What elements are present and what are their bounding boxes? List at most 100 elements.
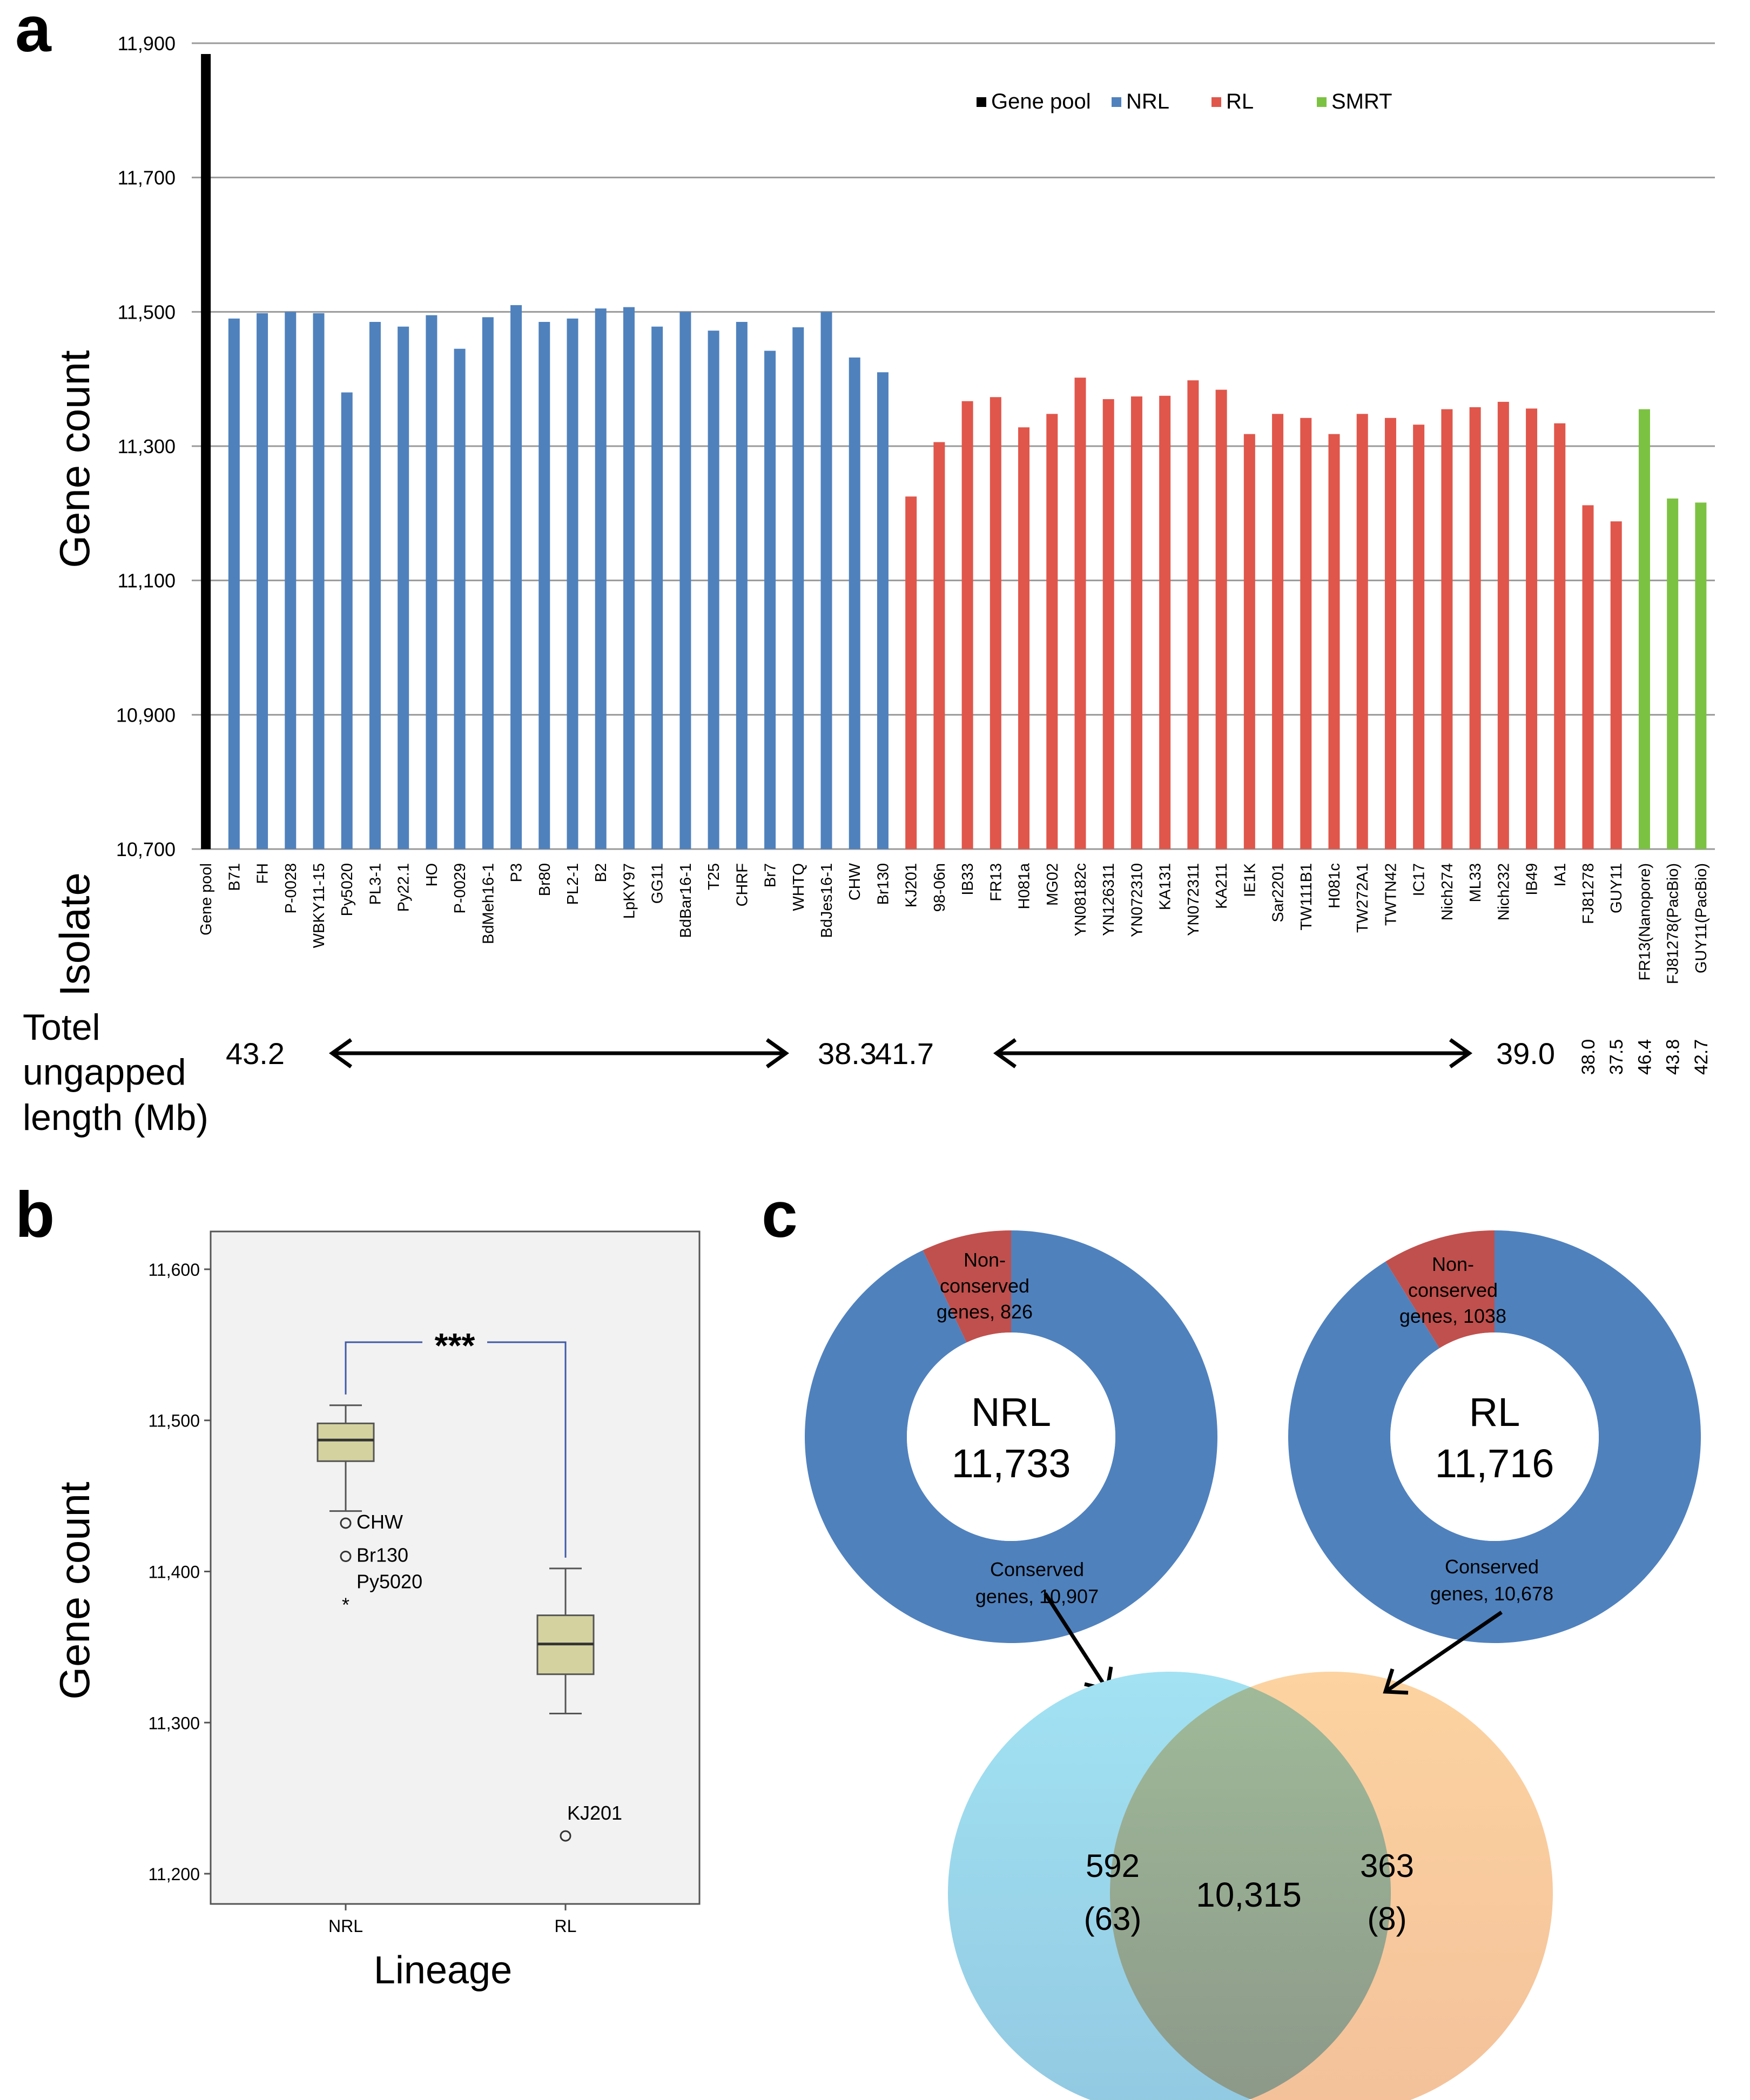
x-tick-label-fj81278-pacbio: FJ81278(PacBio) [1665,863,1682,984]
length-row-title-line-3: length (Mb) [23,1097,208,1138]
bar-bdjes16-1 [820,312,832,849]
bar-ic17 [1413,425,1425,849]
bar-yn072310 [1130,396,1142,849]
x-tick-label-fr13: FR13 [987,863,1005,901]
x-tick-label-b2: B2 [593,863,610,882]
outlier-marker-kj201 [560,1830,571,1842]
slice-conserved-rl [1288,1230,1701,1643]
bar-fj81278-pacbio [1667,498,1679,849]
panel-a-label: a [15,0,52,65]
x-tick-label-ib33: IB33 [959,863,977,896]
gridlines-a [192,42,1715,850]
x-tick-label-bdmeh16-1: BdMeh16-1 [480,863,497,944]
x-tick-label-whtq: WHTQ [790,863,807,911]
x-tick-label-nrl: NRL [328,1916,363,1936]
bar-ml33 [1469,407,1481,849]
length-rl-start: 41.7 [875,1036,934,1071]
legend-label-rl: RL [1226,90,1254,113]
y-tick-label: 11,400 [149,1562,200,1581]
bar-ka131 [1159,395,1171,849]
x-tick-label-pl2-1: PL2-1 [564,863,582,905]
x-tick-label-ie1k: IE1K [1241,863,1258,897]
x-tick-label-ml33: ML33 [1467,863,1484,903]
length-nrl-start: 43.2 [226,1036,285,1071]
bar-h081c [1328,434,1340,849]
x-tick-label-fj81278: FJ81278 [1580,863,1597,924]
x-tick-label-tw272a1: TW272A1 [1354,863,1371,933]
outlier-label-br130: Br130 [356,1544,408,1566]
x-tick-label-nich232: Nich232 [1495,863,1512,920]
y-tick-label: 11,500 [149,1411,200,1431]
bar-yn072311 [1187,380,1199,849]
panel-c-label: c [762,1179,798,1251]
bar-lpky97 [623,307,635,849]
length-row: Totel ungapped length (Mb) 43.2 38.3 41.… [23,1007,1712,1138]
bar-twtn42 [1384,418,1396,849]
x-tick-label-py5020: Py5020 [339,863,356,916]
legend-swatch-gene-pool [977,97,986,107]
bar-nich274 [1441,409,1453,849]
panel-b: b 11,200 11,300 11,400 11,500 11,600 Gene co… [15,1179,701,1992]
non-conserved-label-line: Non- [1432,1253,1474,1275]
bar-ho [426,315,437,849]
conserved-label-line: Conserved [990,1558,1084,1580]
single-length-label: 43.8 [1663,1039,1684,1075]
x-tick-label-chrf: CHRF [733,863,751,907]
slice-non-conserved-nrl [923,1230,1011,1343]
non-conserved-label-line: genes, 1038 [1399,1305,1506,1327]
boxes-b [317,1404,595,1714]
length-rl-end: 39.0 [1496,1036,1555,1071]
panel-a: a 10,700 10,900 11,100 11,300 11,500 11,700 11… [15,0,1715,1138]
outlier-label-chw: CHW [356,1511,403,1533]
x-tick-label-nich274: Nich274 [1439,863,1456,920]
x-tick-label-chw: CHW [846,863,864,900]
legend-swatch-smrt [1317,97,1327,107]
venn-diagram: 592 (63) 10,315 363 (8) [948,1672,1553,2100]
conserved-label-line: Conserved [1445,1556,1539,1578]
x-tick-label-lpky97: LpKY97 [621,863,638,919]
y-tick-label: 10,900 [116,704,176,726]
bar-tw272a1 [1356,414,1368,849]
panel-b-label: b [15,1179,55,1251]
y-tick-label: 11,500 [118,301,176,323]
slice-conserved-nrl [805,1230,1218,1643]
x-tick-label-p-0028: P-0028 [282,863,300,914]
bar-guy11 [1610,521,1622,849]
x-tick-label-pl3-1: PL3-1 [367,863,384,905]
x-tick-label-sar2201: Sar2201 [1270,863,1287,923]
bar-98-06n [933,442,945,849]
x-tick-label-twtn42: TWTN42 [1382,863,1399,926]
bar-sar2201 [1272,414,1284,849]
bar-wbky11-15 [313,313,325,849]
x-tick-label-ka131: KA131 [1157,863,1174,910]
y-tick-label: 11,200 [149,1865,200,1884]
bar-bdmeh16-1 [482,317,494,849]
x-tick-label-tw111b1: TW111B1 [1298,863,1315,931]
x-tick-label-t25: T25 [705,863,723,890]
legend-label-smrt: SMRT [1331,90,1392,113]
bar-pl3-1 [369,321,381,849]
x-tick-labels-a: Gene pool B71 FH P-0028 WBKY11-15 Py5020 PL3-1… [198,863,1710,984]
donut-total: 11,716 [1435,1441,1554,1486]
y-tick-label: 11,300 [149,1713,200,1733]
y-axis-ticks-a: 10,700 10,900 11,100 11,300 11,500 11,700 11,9… [116,32,176,860]
donut-hole [1390,1332,1599,1541]
x-tick-label-br7: Br7 [762,863,779,887]
bar-gg11 [651,326,663,849]
x-tick-label-kj201: KJ201 [903,863,920,907]
y-axis-label-b: Gene count [51,1482,98,1700]
outliers-b: CHW Br130 * Py5020 KJ201 [340,1511,622,1842]
outlier-label-py5020: Py5020 [356,1570,422,1592]
x-tick-label-py22-1: Py22.1 [395,863,413,912]
donut-name: NRL [971,1390,1051,1435]
bar-whtq [792,327,804,849]
bar-py22-1 [398,326,409,849]
non-conserved-label-line: conserved [1408,1279,1498,1301]
bar-fr13-nanopore [1638,409,1650,849]
bar-fj81278 [1582,505,1594,849]
donut-nrl: NRL 11,733 Non-conserved genes, 826 Conserve… [805,1230,1218,1643]
nrl-range-arrow [328,1038,790,1068]
donut-name: RL [1469,1390,1520,1435]
bar-t25 [708,331,719,849]
bar-chrf [736,321,748,849]
